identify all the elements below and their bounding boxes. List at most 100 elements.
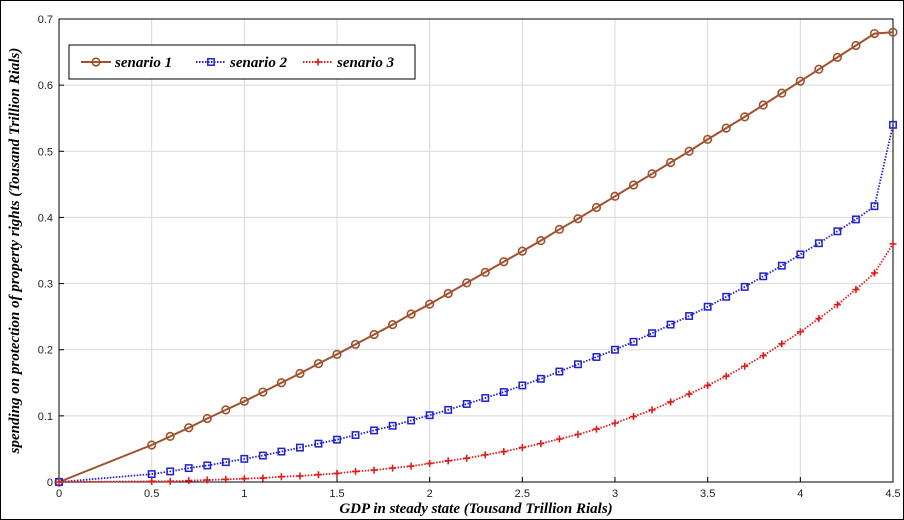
series-1-point [591, 202, 602, 213]
series-1-point [258, 387, 268, 397]
series-1-point [406, 309, 416, 319]
series-3-point [592, 425, 600, 433]
series-3-point [870, 269, 878, 277]
series-2-point [240, 454, 249, 463]
series-2-point [351, 431, 360, 439]
series-1-point [703, 134, 713, 144]
series-3-point [574, 430, 582, 438]
legend-item-3: senario 3 [303, 55, 395, 71]
legend-label: senario 2 [229, 55, 288, 71]
series-3-point [222, 475, 230, 483]
series-1-point [554, 224, 565, 234]
series-3-point [314, 471, 322, 479]
series-1-point [536, 235, 546, 246]
series-3-point [555, 435, 563, 443]
legend-label: senario 1 [114, 55, 172, 71]
series-group [54, 27, 898, 487]
series-2-point [425, 411, 434, 420]
series-3-point [185, 477, 193, 485]
series-2-point [518, 381, 527, 390]
series-3-point [833, 301, 841, 309]
series-1-point [869, 28, 880, 39]
series-2-point [592, 353, 601, 361]
series-2-point [221, 458, 230, 467]
legend-marker [91, 57, 101, 67]
series-2-point [796, 250, 805, 259]
y-tick-label: 0 [47, 477, 53, 489]
series-3-point [648, 406, 656, 414]
series-1-point [814, 64, 824, 74]
series-1-point [758, 100, 768, 110]
series-3-point [630, 413, 638, 421]
series-1-point [684, 146, 694, 156]
series-2-point [166, 467, 175, 476]
series-3-point [203, 476, 211, 484]
series-1-point [851, 40, 861, 51]
series-1-point [777, 88, 787, 98]
series-2-point [611, 345, 619, 354]
series-2-point [851, 215, 860, 224]
series-2-point [889, 120, 897, 129]
series-1-point [202, 413, 212, 424]
series-1-point [740, 112, 750, 122]
series-1-point [388, 319, 398, 330]
y-tick-label: 0.3 [38, 279, 53, 291]
series-2-point [499, 388, 508, 396]
series-2-point [740, 282, 749, 291]
series-2-point [258, 451, 267, 460]
series-1-point [425, 299, 435, 309]
series-2-point [685, 312, 694, 320]
series-1-point [369, 329, 379, 340]
x-tick-label: 0 [56, 488, 62, 500]
x-tick-label: 0.5 [144, 488, 159, 500]
x-tick-label: 2.5 [515, 488, 530, 500]
series-1-point [332, 349, 342, 359]
plot-area-frame [58, 18, 894, 483]
series-1-point [184, 423, 194, 433]
y-tick-label: 0.4 [38, 212, 53, 224]
grid [58, 18, 894, 483]
series-1-point [462, 278, 472, 288]
series-3-point [611, 419, 619, 427]
series-1-point [647, 169, 657, 179]
legend-box [68, 44, 416, 80]
series-3-point [148, 477, 156, 485]
series-2-point [666, 320, 675, 329]
x-tick-label: 1.5 [329, 488, 344, 500]
series-2-point [777, 261, 786, 270]
series-1-point [165, 431, 175, 441]
series-3-point [518, 444, 526, 452]
y-axis-title: spending on protection of property right… [7, 48, 23, 455]
series-2-point [184, 464, 193, 473]
series-3-point [815, 315, 823, 323]
series-3-point [407, 462, 415, 470]
series-3-point [759, 352, 767, 360]
legend-item-1: senario 1 [81, 55, 172, 71]
series-1-line [58, 31, 894, 483]
series-3-point [463, 454, 471, 462]
series-3-point [259, 474, 267, 482]
series-2-point [277, 447, 286, 456]
series-2-point [333, 435, 341, 444]
series-3-point [55, 478, 63, 486]
series-1-point [239, 396, 249, 406]
series-2 [55, 120, 897, 486]
series-3-point [166, 477, 174, 485]
series-2-point [536, 374, 545, 383]
series-2-point [370, 426, 379, 435]
series-1-point [221, 405, 231, 415]
series-3-point [796, 328, 804, 336]
x-tick-label: 3.5 [700, 488, 715, 500]
series-1-point [499, 257, 509, 267]
series-2-point [388, 421, 397, 430]
series-2-point [629, 337, 638, 346]
series-2-point [722, 292, 731, 301]
series-3-point [889, 240, 897, 248]
series-3-point [667, 398, 675, 406]
series-3-point [741, 362, 749, 370]
x-tick-label: 3 [612, 488, 618, 500]
series-3-point [240, 475, 248, 483]
series-3-point [389, 464, 397, 472]
series-2-point [295, 443, 304, 452]
